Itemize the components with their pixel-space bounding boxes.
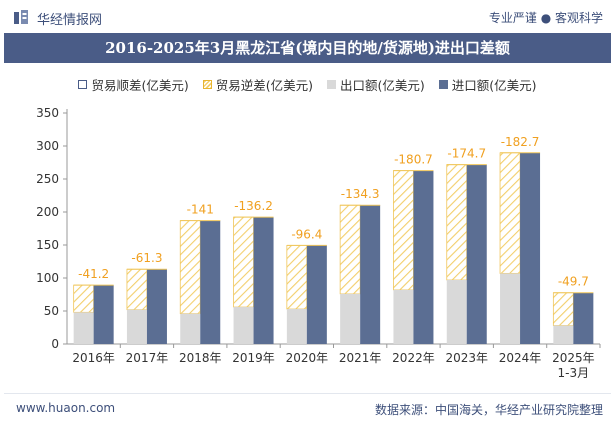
import-bar	[306, 245, 327, 344]
legend-label-deficit: 贸易逆差(亿美元)	[215, 77, 313, 93]
legend-swatch-export	[327, 79, 336, 89]
legend-item-import: 进口额(亿美元)	[438, 74, 537, 94]
y-tick-label: 350	[36, 106, 59, 120]
y-tick-label: 150	[36, 238, 59, 252]
deficit-bar	[126, 268, 148, 311]
y-tick-label: 200	[36, 205, 59, 219]
export-bar	[500, 273, 521, 344]
export-bar	[446, 279, 467, 344]
import-bar	[253, 217, 274, 344]
x-tick-label: 2020年	[286, 351, 329, 365]
legend-swatch-deficit	[202, 79, 212, 89]
deficit-bar	[552, 292, 574, 326]
deficit-bar	[179, 220, 201, 315]
website-link[interactable]: www.huaon.com	[16, 401, 116, 415]
header-bar: 华经情报网 专业严谨 ● 客观科学	[0, 0, 615, 33]
legend-label-export: 出口额(亿美元)	[340, 77, 425, 93]
x-tick-label: 2021年	[339, 351, 382, 365]
export-bar	[180, 313, 201, 344]
deficit-data-label: -174.7	[447, 147, 486, 161]
deficit-data-label: -182.7	[501, 135, 540, 149]
chart-legend: 贸易顺差(亿美元) 贸易逆差(亿美元) 出口额(亿美元) 进口额(亿美元)	[0, 74, 615, 94]
import-bar	[413, 170, 434, 344]
site-name: 华经情报网	[37, 13, 103, 28]
legend-swatch-surplus	[78, 79, 88, 89]
import-bar	[466, 164, 487, 344]
logo-icon	[14, 10, 28, 24]
y-tick-label: 50	[44, 304, 59, 318]
import-bar	[146, 269, 167, 344]
deficit-bar	[286, 244, 308, 310]
deficit-data-label: -41.2	[78, 267, 109, 281]
x-tick-label: 2023年	[445, 351, 488, 365]
deficit-data-label: -49.7	[558, 275, 589, 289]
x-tick-label: 2019年	[232, 351, 275, 365]
export-bar	[340, 293, 361, 344]
deficit-bar	[339, 204, 361, 295]
legend-item-export: 出口额(亿美元)	[327, 74, 425, 94]
deficit-bar	[446, 164, 468, 281]
import-bar	[93, 285, 114, 344]
deficit-data-label: -96.4	[291, 227, 322, 241]
x-tick-label: 2018年	[179, 351, 222, 365]
x-tick-label: 2022年	[392, 351, 435, 365]
data-source: 数据来源：中国海关，华经产业研究院整理	[374, 403, 603, 417]
deficit-data-label: -61.3	[131, 251, 162, 265]
deficit-bar	[393, 170, 414, 291]
y-tick-label: 250	[36, 172, 59, 186]
deficit-data-label: -136.2	[234, 199, 273, 213]
export-bar	[286, 309, 307, 344]
chart-title: 2016-2025年3月黑龙江省(境内目的地/货源地)进出口差额	[4, 33, 611, 63]
x-tick-label: 2017年	[126, 351, 169, 365]
deficit-bar	[233, 216, 254, 308]
legend-item-surplus: 贸易顺差(亿美元)	[78, 74, 189, 94]
x-tick-label: 2016年	[72, 351, 115, 365]
y-tick-label: 300	[36, 139, 59, 153]
tagline: 专业严谨 ● 客观科学	[488, 11, 603, 25]
legend-label-import: 进口额(亿美元)	[451, 77, 537, 93]
bars: -41.2 -61.3 -141 -136.2 -96.4 -134.3 -180.7 -17…	[73, 135, 594, 344]
deficit-bar	[499, 152, 521, 274]
bar-chart: 0 50 100 150 200 250 300 350 -41.2 -61.3 -141 -136…	[36, 106, 601, 380]
x-tick-label: 2025年 1-3月	[552, 351, 595, 380]
export-bar	[233, 307, 254, 344]
footer-divider	[4, 393, 611, 394]
y-tick-label: 0	[51, 337, 59, 351]
export-bar	[553, 325, 574, 344]
deficit-data-label: -134.3	[341, 187, 380, 201]
export-bar	[73, 312, 94, 344]
export-bar	[393, 289, 414, 344]
import-bar	[520, 152, 541, 344]
legend-swatch-import	[438, 79, 448, 89]
deficit-data-label: -180.7	[394, 153, 433, 167]
export-bar	[126, 309, 147, 344]
x-axis: 2016年 2017年 2018年 2019年 2020年 2021年 2022年 2023年…	[72, 344, 601, 380]
import-bar	[573, 292, 594, 344]
y-tick-label: 100	[36, 271, 59, 285]
import-bar	[360, 205, 381, 344]
deficit-data-label: -141	[187, 203, 214, 217]
legend-item-deficit: 贸易逆差(亿美元)	[202, 74, 313, 94]
deficit-bar	[73, 284, 95, 313]
import-bar	[200, 220, 221, 344]
legend-label-surplus: 贸易顺差(亿美元)	[91, 77, 189, 93]
x-tick-label: 2024年	[499, 351, 542, 365]
